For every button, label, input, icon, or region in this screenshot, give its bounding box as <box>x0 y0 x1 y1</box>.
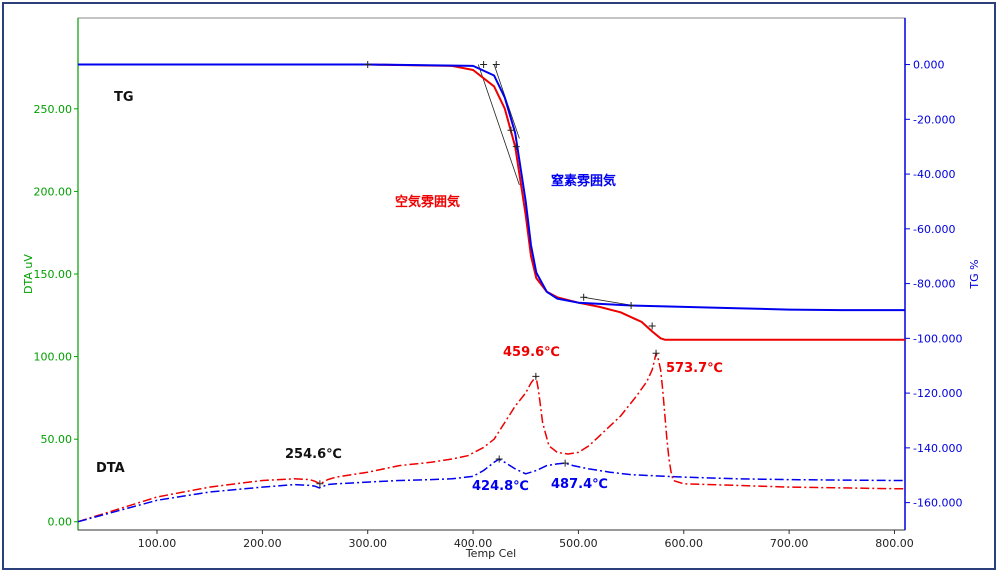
data-point-marker <box>627 301 635 309</box>
x-tick-label: 800.00 <box>875 537 914 550</box>
data-point-marker <box>512 143 520 151</box>
x-tick-label: 100.00 <box>138 537 177 550</box>
plot-area <box>77 17 906 531</box>
x-tick-label: 200.00 <box>243 537 282 550</box>
dta-curve-air <box>77 352 905 523</box>
x-tick-label: 400.00 <box>454 537 493 550</box>
x-tick-label: 500.00 <box>559 537 598 550</box>
y-left-tick-label: 0.00 <box>48 516 73 529</box>
dip-label-254: 254.6℃ <box>285 447 342 462</box>
y-right-tick-label: -60.000 <box>913 223 955 236</box>
peak-label-459: 459.6℃ <box>503 345 560 360</box>
y-left-tick-label: 250.00 <box>34 103 73 116</box>
x-tick-label: 300.00 <box>348 537 387 550</box>
tangent-line <box>477 64 520 186</box>
y-right-tick-label: 0.000 <box>913 59 945 72</box>
y-right-tick-label: -40.000 <box>913 168 955 181</box>
y-left-tick-label: 50.00 <box>41 433 73 446</box>
y-left-tick-label: 100.00 <box>34 351 73 364</box>
data-point-marker <box>652 349 660 357</box>
peak-label-487: 487.4℃ <box>551 477 608 492</box>
y-right-tick-label: -140.000 <box>913 442 962 455</box>
y-left-axis-label: DTA uV <box>22 254 35 294</box>
peak-label-424: 424.8℃ <box>472 479 529 494</box>
y-right-tick-label: -100.000 <box>913 332 962 345</box>
y-right-tick-label: -160.000 <box>913 497 962 510</box>
data-point-marker <box>492 61 500 69</box>
data-point-marker <box>364 61 372 69</box>
tg-curve-air <box>78 63 905 341</box>
x-axis-label: Temp Cel <box>465 547 516 560</box>
y-left-tick-label: 200.00 <box>34 185 73 198</box>
y-right-tick-label: -120.000 <box>913 387 962 400</box>
peak-label-573: 573.7℃ <box>666 361 723 376</box>
y-right-tick-label: -20.000 <box>913 113 955 126</box>
y-right-tick-label: -80.000 <box>913 278 955 291</box>
chart-marks: 100.00 200.00 300.00 400.00 500.00 600.00 700.… <box>34 59 963 550</box>
tangent-line <box>583 296 634 306</box>
tg-curve-nitrogen <box>78 63 905 312</box>
data-point-marker <box>580 293 588 301</box>
data-point-marker <box>495 455 503 463</box>
y-right-axis-label: TG % <box>968 259 981 289</box>
x-tick-label: 700.00 <box>770 537 809 550</box>
dta-label: DTA <box>96 461 125 476</box>
nitrogen-atmosphere-label: 窒素雰囲気 <box>551 173 616 189</box>
dta-curve-nitrogen <box>77 458 905 523</box>
data-point-marker <box>532 372 540 380</box>
data-point-marker <box>561 459 569 467</box>
data-point-marker <box>648 322 656 330</box>
data-point-marker <box>316 480 324 488</box>
air-atmosphere-label: 空気雰囲気 <box>395 194 460 210</box>
data-point-marker <box>480 61 488 69</box>
x-tick-label: 600.00 <box>665 537 704 550</box>
tg-label: TG <box>114 90 134 105</box>
data-point-marker <box>507 126 515 134</box>
y-left-tick-label: 150.00 <box>34 268 73 281</box>
